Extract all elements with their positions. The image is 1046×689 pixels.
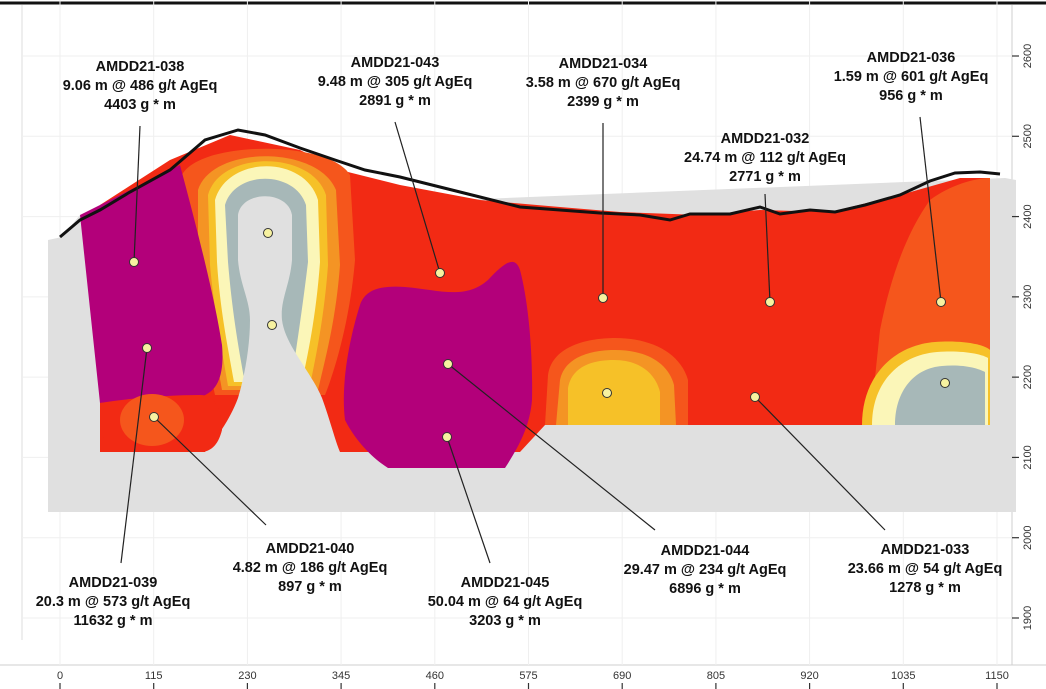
grade-zone-magenta-central: [343, 261, 533, 468]
y-tick-label: 2500: [1022, 124, 1034, 148]
intercept-point: [142, 343, 152, 353]
callout-interval: 24.74 m @ 112 g/t AgEq: [684, 150, 846, 166]
intercept-point: [940, 378, 950, 388]
callout-interval: 20.3 m @ 573 g/t AgEq: [36, 594, 191, 610]
callout-amdd21-036: AMDD21-036 1.59 m @ 601 g/t AgEq 956 g * m: [834, 50, 989, 104]
callout-leader-lines: [120, 116, 942, 564]
callout-hole: AMDD21-044: [661, 543, 750, 559]
leader-line: [394, 121, 441, 274]
y-axis: 1900 2000 2100 2200 2300 2400 2500 2600: [1012, 44, 1034, 630]
drill-intercept-points: [129, 228, 950, 442]
callout-hole: AMDD21-039: [69, 575, 158, 591]
topography-surface-line: [59, 128, 1001, 239]
x-tick-label: 115: [145, 670, 163, 682]
y-tick-label: 2300: [1022, 285, 1034, 309]
leader-line: [133, 125, 141, 263]
intercept-point: [598, 293, 608, 303]
callout-interval: 1.59 m @ 601 g/t AgEq: [834, 69, 989, 85]
intercept-point: [442, 432, 452, 442]
x-tick-label: 345: [332, 670, 350, 682]
intercept-point: [765, 297, 775, 307]
x-tick-label: 0: [57, 670, 63, 682]
callout-amdd21-045: AMDD21-045 50.04 m @ 64 g/t AgEq 3203 g * …: [428, 575, 583, 629]
callout-amdd21-034: AMDD21-034 3.58 m @ 670 g/t AgEq 2399 g * …: [526, 56, 681, 110]
callout-gram-metres: 3203 g * m: [469, 613, 541, 629]
x-tick-label: 575: [519, 670, 537, 682]
x-tick-label: 690: [613, 670, 631, 682]
callout-hole: AMDD21-040: [266, 541, 355, 557]
leader-line: [153, 416, 267, 526]
x-tick-label: 230: [238, 670, 256, 682]
y-tick-label: 2400: [1022, 204, 1034, 228]
intercept-point: [443, 359, 453, 369]
callout-amdd21-043: AMDD21-043 9.48 m @ 305 g/t AgEq 2891 g * …: [318, 55, 473, 109]
callout-gram-metres: 2399 g * m: [567, 94, 639, 110]
grade-zone-yellow-mid: [568, 360, 660, 425]
y-tick-label: 2600: [1022, 44, 1034, 68]
callout-hole: AMDD21-045: [461, 575, 550, 591]
intercept-point: [602, 388, 612, 398]
leader-line: [754, 396, 886, 531]
leader-line: [919, 116, 942, 303]
callout-amdd21-044: AMDD21-044 29.47 m @ 234 g/t AgEq 6896 g *…: [624, 543, 787, 597]
leader-line: [446, 436, 491, 564]
callout-amdd21-039: AMDD21-039 20.3 m @ 573 g/t AgEq 11632 g *…: [36, 575, 191, 629]
callout-interval: 9.06 m @ 486 g/t AgEq: [63, 78, 218, 94]
x-axis: 0 115 230 345 460 575 690 805 920 1035 1150: [57, 670, 1009, 689]
callout-gram-metres: 11632 g * m: [74, 613, 153, 629]
callout-amdd21-038: AMDD21-038 9.06 m @ 486 g/t AgEq 4403 g * …: [63, 59, 218, 113]
drill-hole-callouts: AMDD21-038 9.06 m @ 486 g/t AgEq 4403 g * …: [36, 50, 1003, 629]
leader-line: [447, 363, 656, 531]
intercept-point: [149, 412, 159, 422]
callout-interval: 50.04 m @ 64 g/t AgEq: [428, 594, 583, 610]
x-tick-label: 805: [707, 670, 725, 682]
intercept-point: [936, 297, 946, 307]
callout-interval: 9.48 m @ 305 g/t AgEq: [318, 74, 473, 90]
callout-gram-metres: 2771 g * m: [729, 169, 801, 185]
callout-interval: 29.47 m @ 234 g/t AgEq: [624, 562, 787, 578]
callout-hole: AMDD21-033: [881, 542, 970, 558]
grade-zone-magenta-west: [80, 165, 223, 403]
intercept-point: [435, 268, 445, 278]
y-tick-label: 1900: [1022, 606, 1034, 630]
y-tick-label: 2100: [1022, 445, 1034, 469]
callout-hole: AMDD21-038: [96, 59, 185, 75]
callout-interval: 4.82 m @ 186 g/t AgEq: [233, 560, 388, 576]
callout-amdd21-032: AMDD21-032 24.74 m @ 112 g/t AgEq 2771 g *…: [684, 131, 846, 185]
callout-amdd21-040: AMDD21-040 4.82 m @ 186 g/t AgEq 897 g * m: [233, 541, 388, 595]
intercept-point: [267, 320, 277, 330]
callout-gram-metres: 2891 g * m: [359, 93, 431, 109]
callout-gram-metres: 1278 g * m: [889, 580, 961, 596]
callout-gram-metres: 956 g * m: [879, 88, 943, 104]
callout-gram-metres: 6896 g * m: [669, 581, 741, 597]
callout-hole: AMDD21-032: [721, 131, 810, 147]
callout-gram-metres: 897 g * m: [278, 579, 342, 595]
leader-line: [764, 193, 771, 303]
intercept-point: [750, 392, 760, 402]
x-tick-label: 920: [800, 670, 818, 682]
callout-hole: AMDD21-036: [867, 50, 956, 66]
callout-amdd21-033: AMDD21-033 23.66 m @ 54 g/t AgEq 1278 g * …: [848, 542, 1003, 596]
y-tick-label: 2200: [1022, 365, 1034, 389]
x-tick-label: 1035: [891, 670, 915, 682]
callout-interval: 23.66 m @ 54 g/t AgEq: [848, 561, 1003, 577]
grade-zone-grey-blue-east: [895, 365, 985, 425]
intercept-point: [129, 257, 139, 267]
leader-line: [120, 347, 148, 564]
callout-hole: AMDD21-043: [351, 55, 440, 71]
callout-gram-metres: 4403 g * m: [104, 97, 176, 113]
plot-frame: [0, 1, 1046, 666]
intercept-point: [263, 228, 273, 238]
x-tick-label: 1150: [985, 670, 1009, 682]
callout-interval: 3.58 m @ 670 g/t AgEq: [526, 75, 681, 91]
callout-hole: AMDD21-034: [559, 56, 648, 72]
y-tick-label: 2000: [1022, 525, 1034, 549]
x-tick-label: 460: [426, 670, 444, 682]
